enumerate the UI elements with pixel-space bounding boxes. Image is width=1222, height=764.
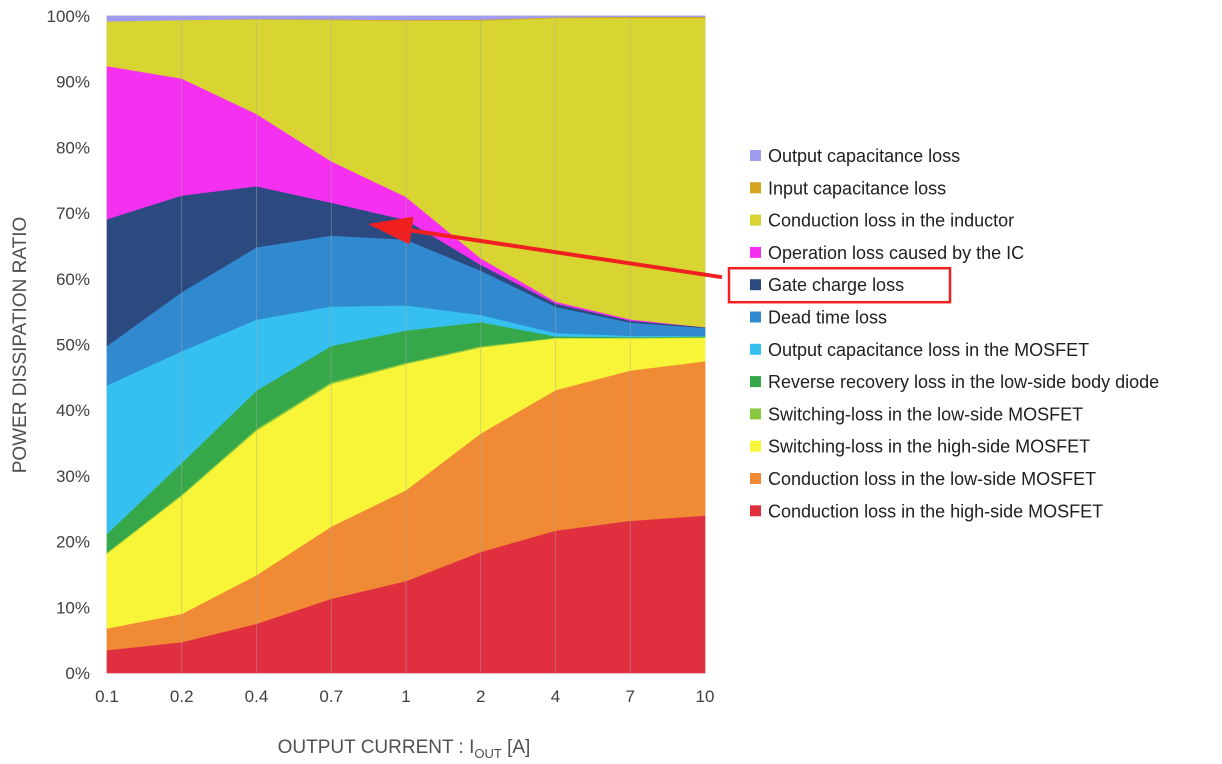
legend-label: Reverse recovery loss in the low-side bo… (768, 372, 1159, 392)
legend-item: Output capacitance loss in the MOSFET (750, 340, 1089, 360)
x-tick-label: 0.7 (319, 687, 343, 706)
legend-item: Gate charge loss (750, 275, 904, 295)
legend-swatch (750, 182, 761, 194)
legend-swatch (750, 246, 761, 258)
legend-item: Input capacitance loss (750, 178, 946, 198)
legend-item: Output capacitance loss (750, 146, 960, 166)
legend-item: Conduction loss in the high-side MOSFET (750, 501, 1103, 521)
x-axis-title: OUTPUT CURRENT : IOUT [A] (278, 737, 531, 761)
y-tick-label: 90% (56, 73, 90, 92)
legend-item: Dead time loss (750, 308, 887, 328)
x-tick-label: 7 (626, 687, 635, 706)
y-tick-label: 0% (65, 664, 90, 683)
annotation (368, 216, 952, 304)
x-tick-label: 1 (401, 687, 410, 706)
legend-swatch (750, 150, 761, 161)
legend-label: Output capacitance loss (768, 146, 960, 166)
y-tick-label: 10% (56, 598, 90, 617)
y-tick-label: 20% (56, 533, 90, 552)
x-axis-title-suffix: [A] (502, 737, 531, 758)
legend-swatch (750, 505, 761, 517)
legend-item: Reverse recovery loss in the low-side bo… (750, 372, 1159, 392)
x-tick-label: 10 (696, 687, 715, 706)
legend-item: Switching-loss in the high-side MOSFET (750, 437, 1090, 457)
legend-swatch (750, 311, 761, 323)
legend-label: Output capacitance loss in the MOSFET (768, 340, 1089, 360)
legend-swatch (750, 343, 761, 355)
y-tick-label: 40% (56, 401, 90, 420)
legend-label: Switching-loss in the low-side MOSFET (768, 404, 1083, 424)
legend-label: Conduction loss in the inductor (768, 211, 1014, 231)
legend-item: Switching-loss in the low-side MOSFET (750, 404, 1083, 424)
legend: Output capacitance loss Input capacitance… (750, 146, 1159, 521)
x-tick-label: 4 (551, 687, 560, 706)
y-tick-label: 50% (56, 336, 90, 355)
legend-swatch (750, 279, 761, 291)
legend-item: Operation loss caused by the IC (750, 243, 1024, 263)
y-tick-label: 100% (47, 7, 90, 26)
legend-swatch (750, 408, 761, 420)
legend-swatch (750, 473, 761, 484)
y-axis-ticks: 0% 10% 20% 30% 40% 50% 60% 70% 80% 90% 100% (47, 7, 90, 683)
x-axis-ticks: 0.1 0.2 0.4 0.7 1 2 4 7 10 (95, 687, 714, 706)
arrow-shaft (411, 228, 723, 280)
legend-label: Conduction loss in the high-side MOSFET (768, 501, 1103, 521)
x-tick-label: 2 (476, 687, 485, 706)
gridlines (181, 16, 631, 673)
x-tick-label: 0.1 (95, 687, 119, 706)
legend-label: Conduction loss in the low-side MOSFET (768, 469, 1096, 489)
legend-label: Switching-loss in the high-side MOSFET (768, 437, 1090, 457)
x-tick-label: 0.2 (170, 687, 194, 706)
x-axis-title-subscript: OUT (474, 746, 502, 761)
y-axis-title: POWER DISSIPATION RATIO (10, 217, 31, 474)
highlight-box (727, 266, 952, 304)
legend-item: Conduction loss in the inductor (750, 211, 1014, 231)
arrow-head (368, 216, 414, 245)
legend-label: Operation loss caused by the IC (768, 243, 1024, 263)
legend-label: Input capacitance loss (768, 178, 946, 198)
legend-label: Dead time loss (768, 308, 887, 328)
y-tick-label: 70% (56, 204, 90, 223)
legend-swatch (750, 214, 761, 226)
legend-item: Conduction loss in the low-side MOSFET (750, 469, 1096, 489)
x-axis-title-prefix: OUTPUT CURRENT : I (278, 737, 475, 758)
x-tick-label: 0.4 (245, 687, 269, 706)
legend-swatch (750, 376, 761, 388)
legend-swatch (750, 440, 761, 452)
legend-label: Gate charge loss (768, 275, 904, 295)
y-tick-label: 60% (56, 270, 90, 289)
y-tick-label: 30% (56, 467, 90, 486)
y-tick-label: 80% (56, 138, 90, 157)
